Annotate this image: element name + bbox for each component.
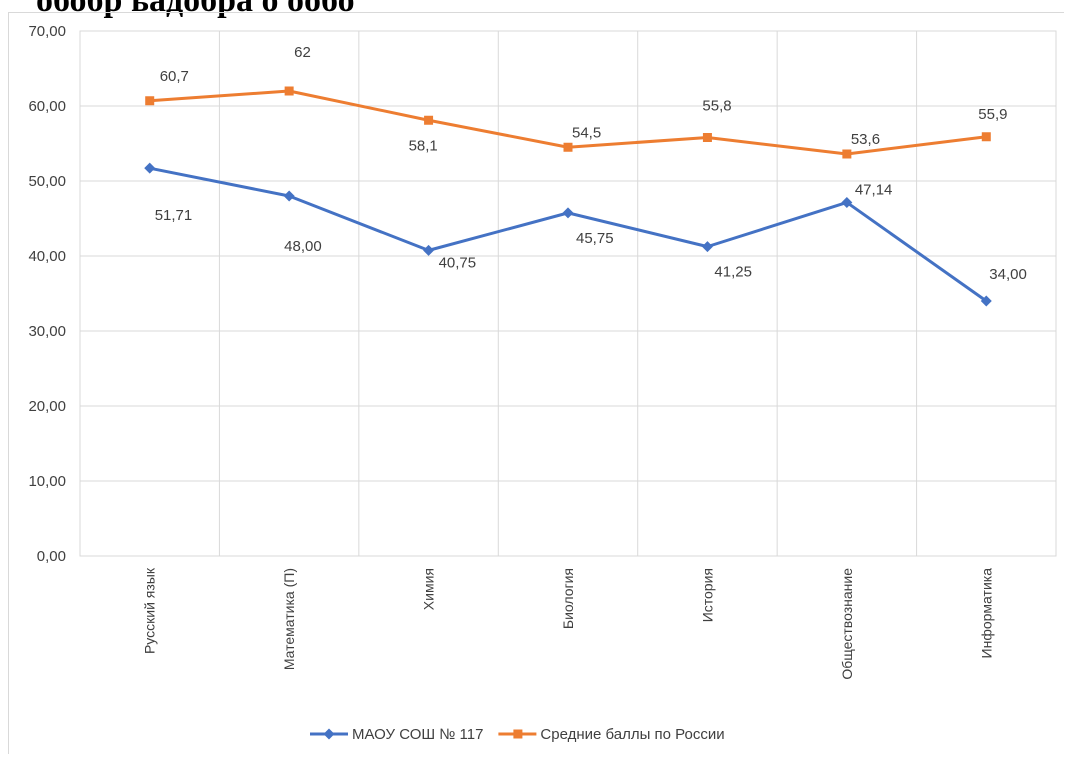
y-tick-label: 60,00 — [28, 98, 66, 115]
x-category-label: Информатика — [978, 568, 994, 659]
y-tick-label: 20,00 — [28, 398, 66, 415]
legend-marker — [513, 729, 523, 739]
data-label: 41,25 — [714, 264, 752, 281]
y-tick-label: 70,00 — [28, 23, 66, 40]
data-point-marker — [980, 295, 992, 307]
data-label: 58,1 — [409, 137, 438, 154]
data-label: 55,8 — [702, 98, 731, 115]
data-label: 51,71 — [155, 207, 193, 224]
y-tick-label: 40,00 — [28, 248, 66, 265]
plot-area-border — [79, 30, 1057, 557]
data-point-marker — [283, 190, 295, 202]
data-label: 40,75 — [439, 254, 477, 271]
data-point-marker — [145, 96, 155, 106]
data-label: 62 — [294, 44, 311, 61]
data-point-marker — [841, 196, 853, 208]
legend-marker — [323, 728, 335, 740]
data-point-marker — [144, 162, 156, 174]
data-point-marker — [842, 149, 852, 159]
y-tick-label: 50,00 — [28, 173, 66, 190]
data-point-marker — [423, 244, 435, 256]
y-tick-label: 10,00 — [28, 473, 66, 490]
x-category-label: Математика (П) — [281, 568, 297, 670]
data-label: 54,5 — [572, 124, 601, 141]
data-point-marker — [284, 86, 294, 96]
data-point-marker — [563, 142, 573, 152]
data-point-marker — [562, 207, 574, 219]
x-category-label: Обществознание — [839, 568, 855, 680]
data-label: 47,14 — [855, 181, 893, 198]
x-category-label: Биология — [560, 568, 576, 629]
y-tick-label: 0,00 — [37, 548, 66, 565]
data-point-marker — [424, 115, 434, 125]
y-tick-label: 30,00 — [28, 323, 66, 340]
data-point-marker — [981, 132, 991, 142]
data-label: 48,00 — [284, 238, 322, 255]
data-label: 34,00 — [989, 266, 1027, 283]
x-category-label: Русский язык — [142, 567, 158, 654]
legend-label: МАОУ СОШ № 117 — [352, 726, 483, 743]
chart-frame — [8, 12, 1064, 754]
data-point-marker — [701, 241, 713, 253]
data-label: 53,6 — [851, 131, 880, 148]
data-label: 45,75 — [576, 230, 614, 247]
x-category-label: Химия — [421, 568, 437, 610]
legend-label: Средние баллы по России — [540, 726, 724, 743]
data-point-marker — [702, 133, 712, 142]
x-category-label: История — [699, 568, 715, 622]
data-label: 60,7 — [160, 68, 189, 85]
clipped-document-heading: обобр ьадобра о ообо — [36, 0, 355, 19]
data-label: 55,9 — [978, 106, 1007, 123]
